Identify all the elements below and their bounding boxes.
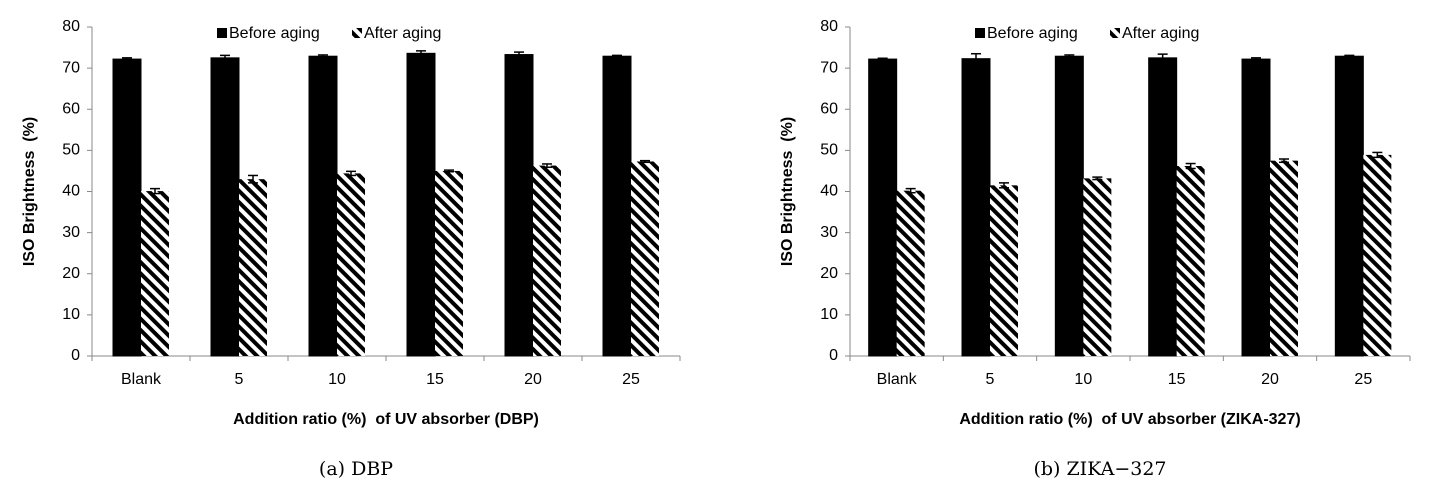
x-tick-label: 5 (986, 371, 995, 388)
y-tick-label: 40 (820, 183, 838, 200)
error-bar (150, 187, 160, 195)
bar (533, 165, 561, 356)
x-tick-label: 25 (622, 371, 640, 388)
error-bar (248, 174, 258, 184)
bar (1363, 154, 1392, 356)
legend-label: After aging (1122, 25, 1199, 42)
error-bar (318, 54, 328, 59)
bar (1083, 178, 1112, 356)
bar (308, 55, 338, 357)
bar (239, 179, 267, 356)
bar (1148, 57, 1178, 357)
error-bar (1344, 54, 1355, 58)
error-bar (1157, 53, 1168, 63)
bar (1270, 160, 1298, 356)
y-tick-label: 0 (829, 347, 838, 364)
legend-marker (975, 28, 985, 38)
y-tick-label: 70 (820, 59, 838, 76)
y-tick-label: 70 (62, 59, 80, 76)
x-tick-label: Blank (121, 371, 162, 388)
y-tick-label: 40 (62, 183, 80, 200)
error-bar (999, 182, 1009, 189)
legend-label: Before aging (229, 25, 320, 42)
error-bar (612, 54, 622, 58)
x-tick-label: 20 (524, 371, 542, 388)
error-bar (220, 54, 230, 62)
x-tick-label: 10 (1074, 371, 1092, 388)
error-bar (877, 57, 888, 61)
y-tick-label: 10 (62, 306, 80, 323)
error-bar (1185, 162, 1196, 170)
bar (602, 55, 632, 357)
x-tick-label: Blank (877, 371, 918, 388)
chart-panel: 0 10 20 30 40 50 60 70 80 Blank 5 10 15 20 25 Before ag… (21, 18, 681, 480)
y-tick-label: 50 (820, 142, 838, 159)
bar (435, 170, 463, 356)
bar (1241, 58, 1271, 357)
y-tick-label: 60 (62, 100, 80, 117)
error-bar (905, 187, 916, 194)
error-bar (1251, 57, 1261, 62)
bar (141, 191, 169, 356)
bar (1176, 166, 1205, 356)
x-tick-label: 5 (235, 371, 244, 388)
error-bar (514, 51, 524, 58)
error-bar (1064, 54, 1075, 59)
bar (868, 58, 898, 357)
error-bar (971, 52, 981, 65)
error-bar (542, 163, 552, 168)
error-bar (1372, 151, 1383, 159)
y-tick-label: 30 (820, 224, 838, 241)
error-bar (444, 169, 454, 173)
legend-marker (217, 28, 227, 38)
y-tick-label: 20 (820, 265, 838, 282)
y-tick-label: 80 (62, 18, 80, 35)
x-tick-label: 15 (1168, 371, 1186, 388)
legend-label: Before aging (987, 25, 1078, 42)
legend-marker (1110, 28, 1120, 38)
x-tick-label: 10 (328, 371, 346, 388)
bar (961, 58, 991, 357)
y-tick-label: 60 (820, 100, 838, 117)
error-bar (122, 57, 132, 62)
error-bar (640, 159, 650, 164)
y-tick-label: 50 (62, 142, 80, 159)
x-axis-title: Addition ratio (%) of UV absorber (ZIKA-… (959, 411, 1300, 428)
x-axis-title: Addition ratio (%) of UV absorber (DBP) (233, 411, 539, 428)
bar (337, 173, 365, 356)
caption: (a) DBP (319, 458, 393, 480)
bar (210, 57, 240, 357)
y-tick-label: 20 (62, 265, 80, 282)
x-tick-label: 20 (1261, 371, 1279, 388)
bar (1054, 55, 1084, 357)
x-tick-label: 25 (1354, 371, 1372, 388)
error-bar (346, 170, 356, 177)
bar (990, 185, 1018, 356)
y-axis-title: ISO Brightness (%) (21, 117, 38, 266)
bar (1334, 55, 1364, 357)
bar (112, 58, 142, 357)
caption: (b) ZIKA−327 (1033, 458, 1166, 480)
y-tick-label: 80 (820, 18, 838, 35)
y-tick-label: 0 (71, 347, 80, 364)
bar (406, 52, 436, 357)
bar (896, 190, 925, 356)
bar (504, 54, 534, 357)
y-tick-label: 10 (820, 306, 838, 323)
y-axis-title: ISO Brightness (%) (779, 117, 796, 266)
bar (631, 161, 659, 356)
y-tick-label: 30 (62, 224, 80, 241)
legend-marker (352, 28, 362, 38)
error-bar (1092, 176, 1103, 181)
error-bar (1279, 158, 1289, 164)
x-tick-label: 15 (426, 371, 444, 388)
chart-panel: 0 10 20 30 40 50 60 70 80 Blank 5 10 15 20 25 Before ag… (779, 18, 1411, 480)
error-bar (416, 50, 426, 57)
legend-label: After aging (364, 25, 441, 42)
